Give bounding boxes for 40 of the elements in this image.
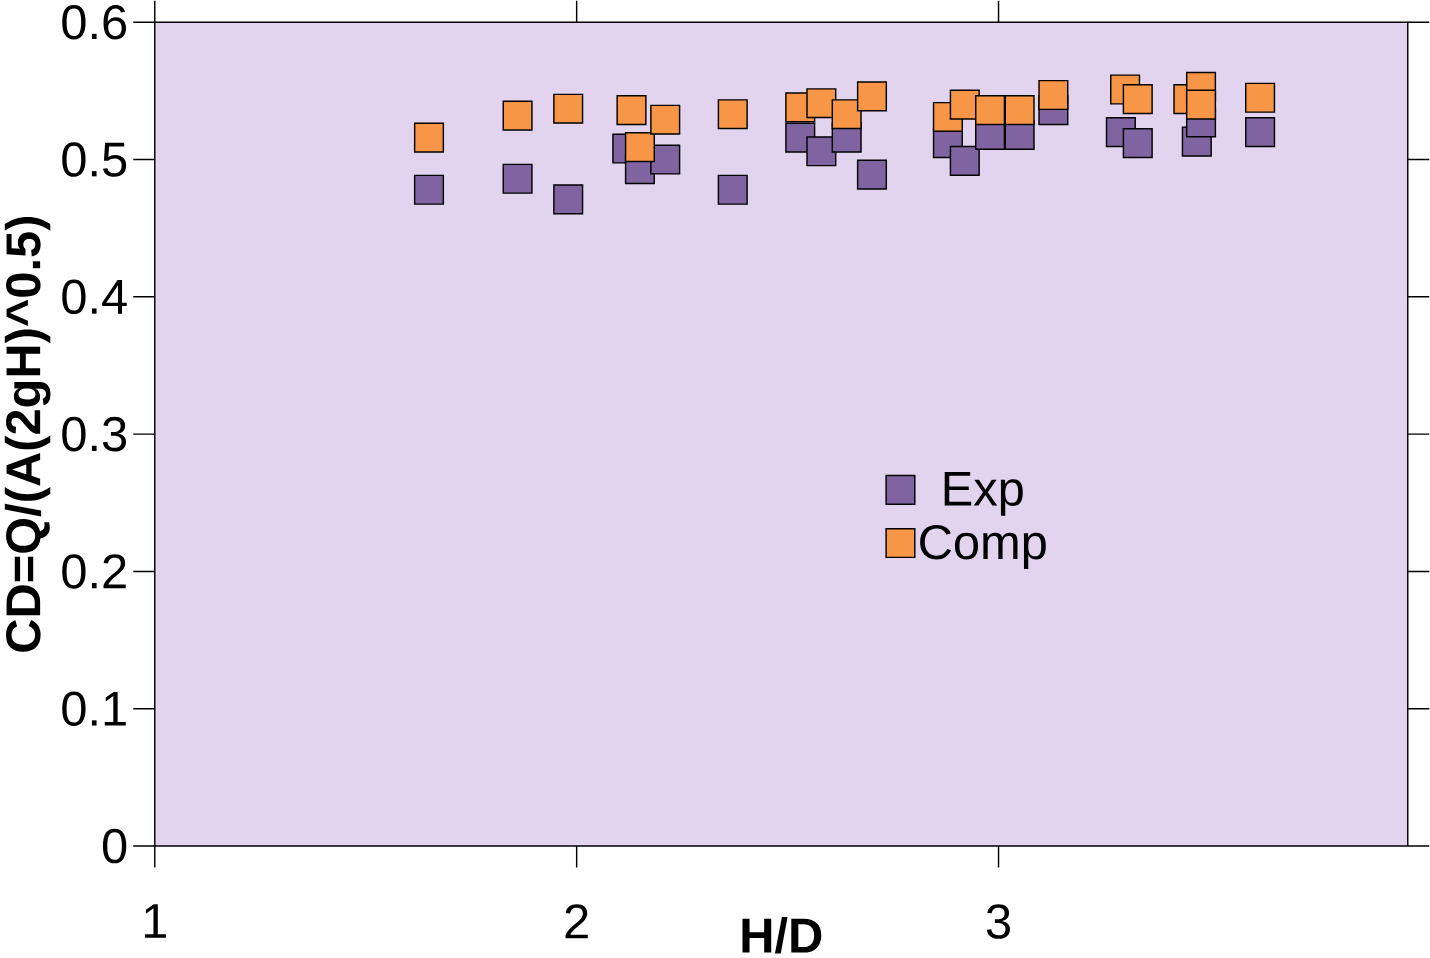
y-tick-label: 0 — [102, 828, 127, 864]
x-tick-label: 3 — [986, 904, 1010, 939]
point — [553, 184, 584, 215]
y-tick-label: 0.6 — [62, 4, 127, 40]
point — [1245, 82, 1276, 113]
point — [975, 94, 1006, 126]
point — [806, 88, 837, 119]
point — [1122, 83, 1153, 115]
point — [553, 93, 584, 124]
x-axis-title: H/D — [742, 916, 822, 954]
point — [1185, 89, 1217, 120]
y-axis-title: CD=Q/(A(2gH)^0.5) — [4, 216, 51, 652]
point — [413, 122, 445, 153]
point — [502, 163, 533, 194]
point — [949, 145, 980, 176]
x-tick-label: 2 — [565, 904, 588, 939]
y-tick-label: 0.3 — [62, 416, 127, 452]
point — [1245, 116, 1276, 148]
y-tick-label: 0.2 — [62, 554, 126, 589]
legend-label: Exp — [944, 471, 1023, 516]
point — [1004, 94, 1035, 126]
point — [1038, 79, 1069, 110]
y-tick-label: 0.5 — [62, 142, 127, 177]
x-tick-label: 1 — [144, 904, 166, 938]
point — [1122, 127, 1153, 159]
point — [413, 174, 445, 205]
point — [856, 81, 888, 112]
legend-label: Comp — [920, 524, 1046, 570]
point — [616, 94, 647, 126]
point — [624, 132, 656, 163]
point — [717, 99, 748, 130]
y-tick-label: 0.1 — [62, 691, 126, 726]
point — [856, 159, 888, 190]
point — [831, 99, 862, 130]
point — [806, 136, 837, 167]
point — [717, 174, 748, 205]
point — [502, 100, 533, 131]
y-tick-label: 0.4 — [62, 279, 127, 315]
point — [650, 144, 681, 175]
point — [650, 104, 681, 135]
